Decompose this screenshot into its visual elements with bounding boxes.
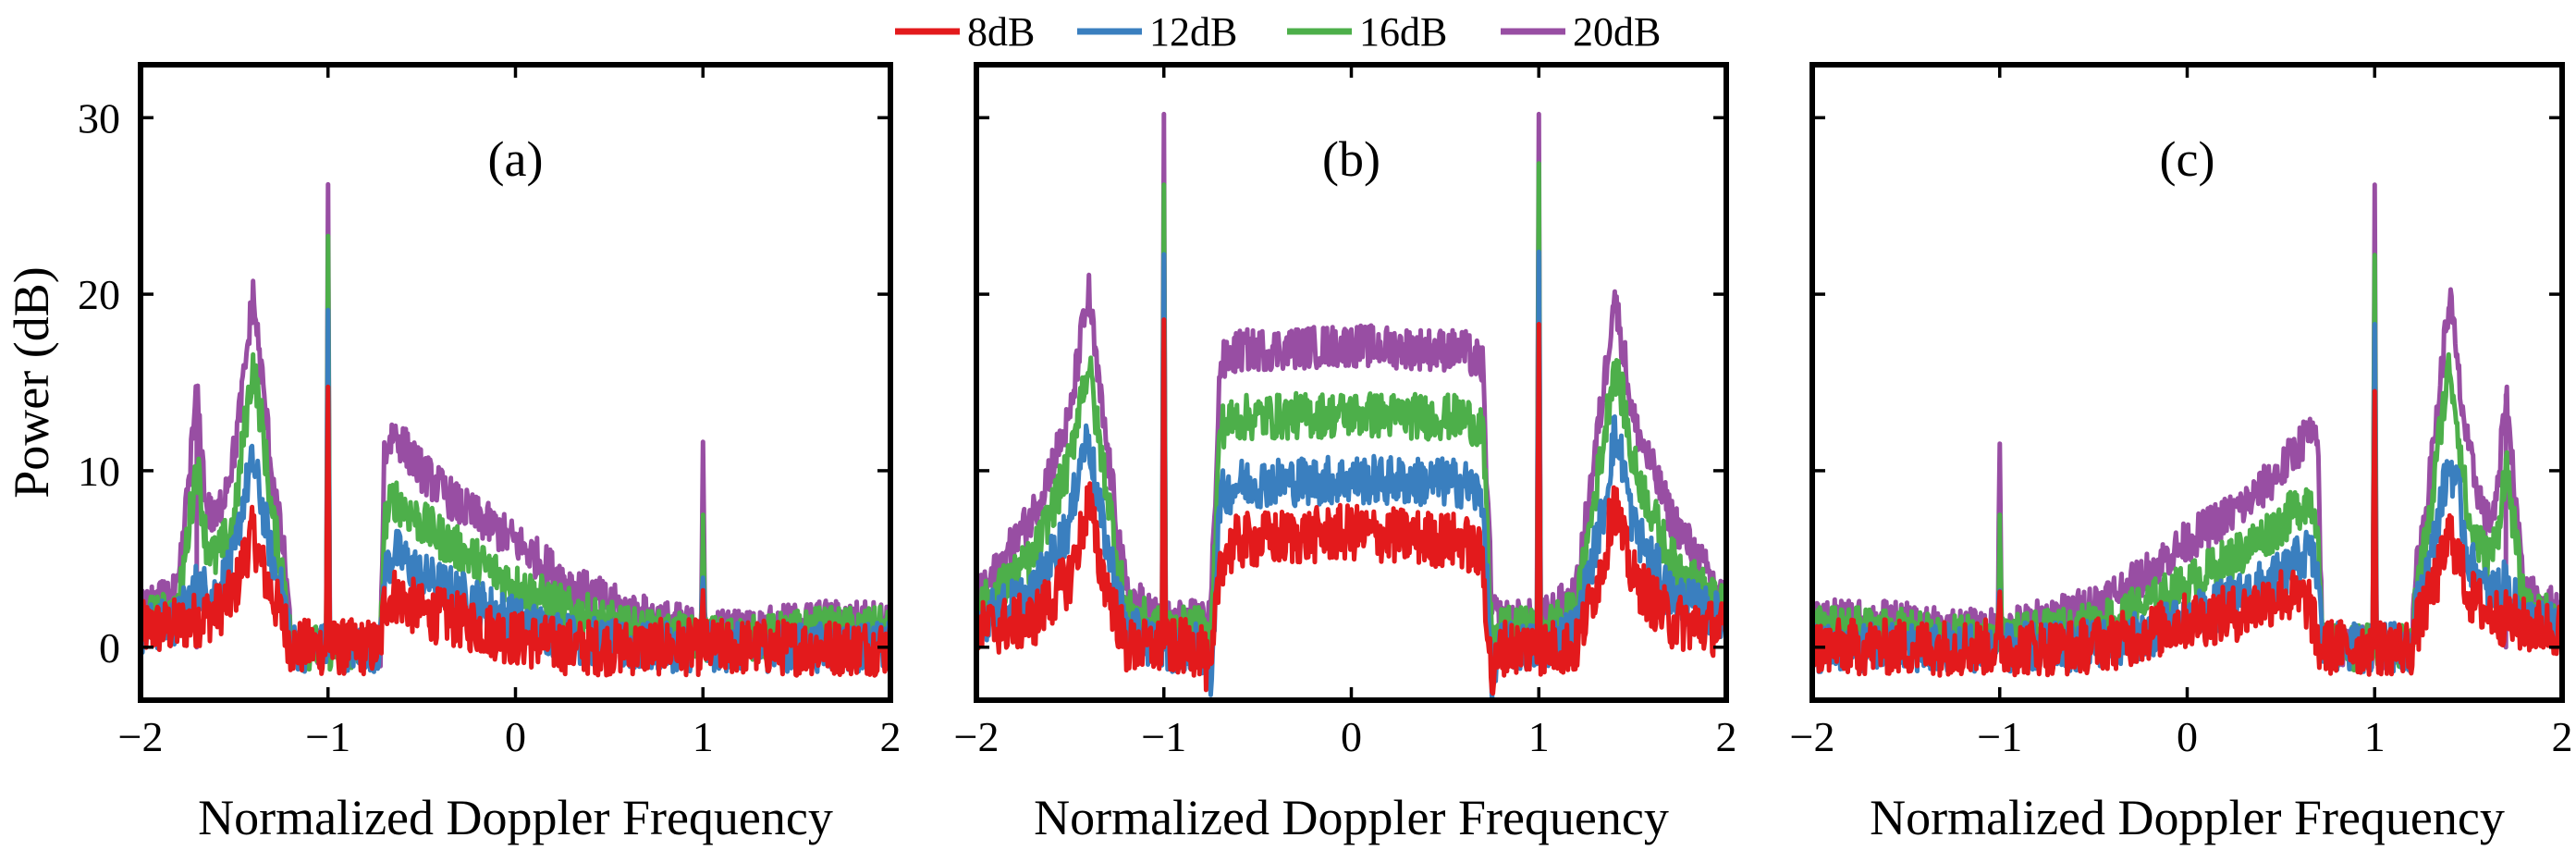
y-tick-label: 20: [78, 271, 120, 318]
x-tick-label: 1: [1528, 713, 1550, 760]
series-16dB-line: [976, 161, 1726, 667]
series-group: [976, 111, 1726, 700]
legend-entry-16dB: 16dB: [1287, 9, 1447, 55]
x-axis-label: Normalized Doppler Frequency: [198, 790, 833, 845]
x-tick-label: 0: [505, 713, 526, 760]
legend-entry-8dB: 8dB: [895, 9, 1035, 55]
panel-label: (a): [488, 131, 544, 187]
y-tick-label: 10: [78, 448, 120, 495]
legend-entry-20dB: 20dB: [1501, 9, 1661, 55]
x-tick-label: 0: [2177, 713, 2198, 760]
legend-entry-12dB: 12dB: [1077, 9, 1237, 55]
x-axis-label: Normalized Doppler Frequency: [1870, 790, 2505, 845]
x-tick-label: −2: [954, 713, 1000, 760]
legend-label: 20dB: [1573, 9, 1661, 55]
panel-c: −2 −1 0 1 2 (c) Normalized Doppler Frequency: [1790, 62, 2573, 845]
series-8dB-line: [1812, 388, 2562, 678]
x-tick-label: −1: [1977, 713, 2022, 760]
panel-b: −2 −1 0 1 2 (b) Normalized Doppler Frequency: [954, 62, 1737, 845]
y-axis-label: Power (dB): [4, 266, 59, 498]
y-tick-label: 30: [78, 94, 120, 142]
series-20dB-line: [141, 181, 890, 671]
x-tick-label: 1: [2364, 713, 2386, 760]
x-tick-label: −1: [1141, 713, 1186, 760]
legend-label: 8dB: [967, 9, 1035, 55]
legend-label: 16dB: [1359, 9, 1447, 55]
x-tick-label: 2: [1716, 713, 1737, 760]
x-axis-label: Normalized Doppler Frequency: [1034, 790, 1669, 845]
x-tick-label: 1: [693, 713, 714, 760]
y-tick-label: 0: [99, 624, 120, 671]
series-group: [141, 181, 890, 678]
x-tick-label: 2: [2552, 713, 2573, 760]
series-group: [1812, 182, 2562, 678]
panel-label: (c): [2160, 131, 2215, 187]
x-tick-label: −1: [305, 713, 350, 760]
x-tick-label: 2: [880, 713, 902, 760]
x-tick-label: −2: [1790, 713, 1835, 760]
panel-label: (b): [1322, 131, 1380, 187]
legend: 8dB 12dB 16dB 20dB: [895, 9, 1661, 55]
series-8dB-line: [976, 317, 1726, 696]
legend-label: 12dB: [1149, 9, 1237, 55]
x-tick-label: −2: [118, 713, 164, 760]
x-tick-label: 0: [1341, 713, 1362, 760]
series-8dB-line: [141, 384, 890, 678]
